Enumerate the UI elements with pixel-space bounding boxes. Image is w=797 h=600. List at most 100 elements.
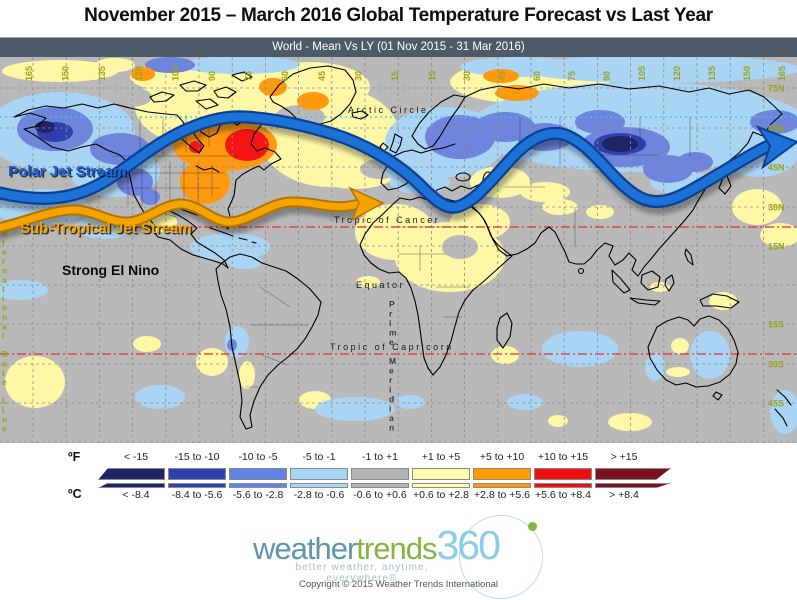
map-grid-label: r xyxy=(389,309,393,319)
legend-swatch xyxy=(290,468,348,480)
map-grid-label: e xyxy=(389,337,394,347)
map-grid-label: L xyxy=(2,396,7,406)
iceland-outline xyxy=(351,110,369,120)
subtropical-jet-arrowhead xyxy=(348,186,385,222)
legend-range-f: > +15 xyxy=(610,451,638,463)
map-grid-label: m xyxy=(389,328,397,338)
legend-swatch xyxy=(412,483,470,488)
map-grid-label: i xyxy=(389,318,391,328)
map-grid-label: M xyxy=(389,356,396,366)
map-grid-label: 90 xyxy=(207,71,217,81)
copyright-text: Copyright © 2015 Weather Trends Internat… xyxy=(298,579,499,590)
map-grid-label: 120 xyxy=(134,66,144,81)
map-grid-label: 75N xyxy=(768,84,785,94)
europe-west-outline xyxy=(393,143,456,157)
great-lakes-outline xyxy=(195,165,220,173)
legend-range-c: +2.8 to +5.6 xyxy=(473,489,531,501)
map-grid-label: r xyxy=(389,375,393,385)
logo-green-dot xyxy=(528,522,537,531)
temperature-legend: ºF ºC < -15 < -8.4 -15 to -10 -8.4 to -5.6-… xyxy=(0,443,797,520)
map-grid-label: i xyxy=(389,385,391,395)
legend-swatch xyxy=(351,468,409,480)
legend-range-c: +5.6 to +8.4 xyxy=(534,489,592,501)
greenland-outline xyxy=(269,65,357,128)
map-grid-label: l xyxy=(2,331,4,341)
map-grid-label: 15N xyxy=(768,242,785,252)
map-grid-label: t xyxy=(2,368,5,378)
map-grid-label: n xyxy=(2,266,7,276)
polar-jet-arrowhead xyxy=(755,124,797,170)
legend-swatch xyxy=(595,468,671,480)
arctic-circle-label: Arctic Circle xyxy=(348,105,429,115)
australia-outline xyxy=(647,315,739,401)
legend-swatch xyxy=(351,483,409,488)
legend-range-f: +10 to +15 xyxy=(537,451,589,463)
map-grid-label: d xyxy=(389,394,394,404)
legend-swatch xyxy=(168,483,226,488)
map-grid-label: a xyxy=(2,321,7,331)
fahrenheit-label: ºF xyxy=(68,450,81,464)
legend-swatch xyxy=(534,483,592,488)
latitude-labels: 75N 60N 45N 30N 15N 15S 30S 45S xyxy=(768,84,785,409)
legend-range-f: +5 to +10 xyxy=(479,451,525,463)
map-grid-label: i xyxy=(2,405,4,415)
map-grid-label: 60 xyxy=(280,71,290,81)
tropic-of-cancer-label: Tropic of Cancer xyxy=(334,215,440,225)
map-grid-label: 90 xyxy=(602,71,612,81)
celsius-label: ºC xyxy=(68,487,82,501)
legend-swatch xyxy=(534,468,592,480)
page-title: November 2015 – March 2016 Global Temper… xyxy=(84,5,713,26)
map-grid-label: a xyxy=(2,359,7,369)
map-grid-label: 75 xyxy=(567,71,577,81)
map-grid-label: D xyxy=(2,349,8,359)
legend-swatch xyxy=(473,483,531,488)
logo-tagline: better weather, anytime, everywhere® xyxy=(295,562,429,584)
map-grid-label: 135 xyxy=(707,66,717,81)
map-grid-label: 150 xyxy=(742,66,752,81)
map-grid-label: t xyxy=(2,238,5,248)
map-annotations: Polar Jet Stream Polar Jet Stream Sub-Tr… xyxy=(8,163,193,278)
map-grid-label: e xyxy=(2,247,7,257)
map-grid-label: 15 xyxy=(427,71,437,81)
logo-word-trends: trends xyxy=(356,531,437,566)
sri-lanka-outline xyxy=(577,267,585,275)
map-grid-label: e xyxy=(2,424,7,434)
map-grid-label: n xyxy=(2,312,7,322)
map-grid-label: 165 xyxy=(777,66,787,81)
map-grid-label: e xyxy=(389,366,394,376)
equator-label: Equator xyxy=(356,280,405,290)
north-america-outline xyxy=(13,112,229,269)
jet-streams xyxy=(0,110,797,241)
map-grid-label: n xyxy=(389,423,394,433)
graticule xyxy=(0,57,797,443)
map-grid-label: 120 xyxy=(672,66,682,81)
map-grid-label: i xyxy=(389,404,391,414)
legend-swatch xyxy=(98,468,165,480)
map-grid-label: 45S xyxy=(768,399,784,409)
map-grid-label: 60N xyxy=(768,124,785,134)
map-header-text: World - Mean Vs LY (01 Nov 2015 - 31 Mar… xyxy=(272,41,525,53)
map-grid-label: 45 xyxy=(497,71,507,81)
arctic-archipelago xyxy=(149,71,253,110)
legend-range-c: > +8.4 xyxy=(609,489,639,501)
legend-range-c: < -8.4 xyxy=(122,489,150,501)
geo-line-labels: Arctic Circle Tropic of Cancer Equator T… xyxy=(2,66,787,434)
map-grid-label: 60 xyxy=(532,71,542,81)
legend-range-f: -15 to -10 xyxy=(174,451,220,463)
logo-word-weather: weather xyxy=(253,531,357,566)
polar-jet-label: Polar Jet Stream xyxy=(8,163,126,180)
legend-range-f: -5 to -1 xyxy=(302,451,336,463)
legend-swatch xyxy=(98,483,165,488)
tropic-of-capricorn-label: Tropic of Capricorn xyxy=(330,342,454,352)
world-map-svg: Arctic Circle Tropic of Cancer Equator T… xyxy=(0,55,797,443)
legend-range-c: -0.6 to +0.6 xyxy=(353,489,407,501)
map-grid-label: a xyxy=(389,413,394,423)
legend-swatch xyxy=(290,483,348,488)
black-sea-outline xyxy=(455,172,471,182)
legend-swatch xyxy=(473,468,531,480)
legend-swatch xyxy=(229,483,287,488)
map-grid-label: 75 xyxy=(244,71,254,81)
anomaly-warm-orange-red xyxy=(131,67,539,204)
map-grid-label: e xyxy=(2,377,7,387)
